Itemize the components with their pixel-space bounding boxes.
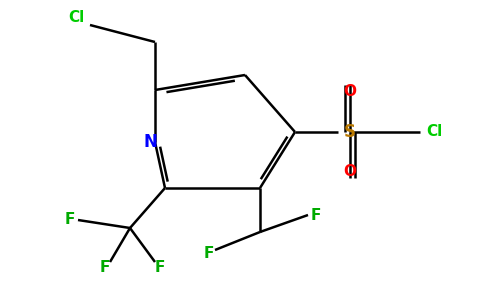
- Text: F: F: [204, 247, 214, 262]
- Text: Cl: Cl: [426, 124, 442, 140]
- Text: Cl: Cl: [68, 10, 84, 25]
- Text: S: S: [344, 123, 356, 141]
- Text: N: N: [143, 133, 157, 151]
- Text: F: F: [155, 260, 165, 274]
- Text: O: O: [344, 164, 357, 179]
- Text: F: F: [311, 208, 321, 223]
- Text: O: O: [344, 83, 357, 98]
- Text: F: F: [65, 212, 75, 227]
- Text: F: F: [100, 260, 110, 274]
